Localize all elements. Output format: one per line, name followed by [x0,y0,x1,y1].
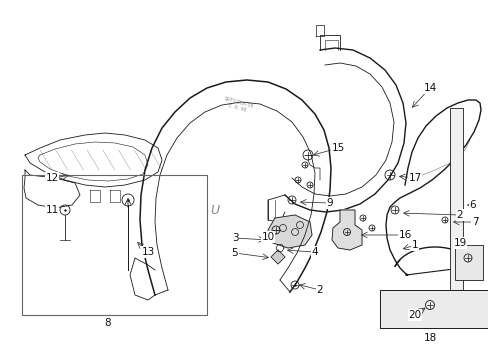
Text: 11: 11 [45,205,59,215]
Text: 4: 4 [311,247,318,257]
Polygon shape [270,250,285,264]
Text: 18: 18 [423,333,436,343]
Polygon shape [267,215,311,248]
Text: 12: 12 [45,173,59,183]
Bar [22,175,206,315]
Text: 1: 1 [411,240,417,250]
Text: 9: 9 [326,198,333,208]
Bar [379,290,488,328]
Text: 7: 7 [471,217,477,227]
Text: 8: 8 [104,318,111,328]
Text: U: U [210,203,219,216]
Text: 2: 2 [456,210,462,220]
Text: 3: 3 [231,233,238,243]
Text: 13: 13 [141,247,154,257]
Polygon shape [331,210,361,250]
Text: 14: 14 [423,83,436,93]
Text: 6: 6 [469,200,475,210]
Text: 19: 19 [452,238,466,248]
Bar [454,245,482,280]
Text: 10: 10 [261,232,274,242]
Text: 17: 17 [407,173,421,183]
Text: 2: 2 [316,285,323,295]
Text: 15: 15 [331,143,344,153]
Text: SRFY-DLK-38
E. R. 96: SRFY-DLK-38 E. R. 96 [222,96,254,114]
Text: 20: 20 [407,310,421,320]
Text: 16: 16 [398,230,411,240]
Text: 5: 5 [231,248,238,258]
Bar [449,108,462,313]
